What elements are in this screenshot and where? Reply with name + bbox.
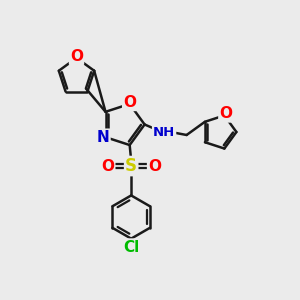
Text: O: O <box>123 95 136 110</box>
Text: N: N <box>97 130 110 145</box>
Text: S: S <box>125 157 137 175</box>
Text: Cl: Cl <box>123 239 139 254</box>
Text: O: O <box>148 158 161 173</box>
Text: O: O <box>219 106 232 122</box>
Text: O: O <box>70 49 83 64</box>
Text: NH: NH <box>153 125 175 139</box>
Text: O: O <box>101 158 114 173</box>
